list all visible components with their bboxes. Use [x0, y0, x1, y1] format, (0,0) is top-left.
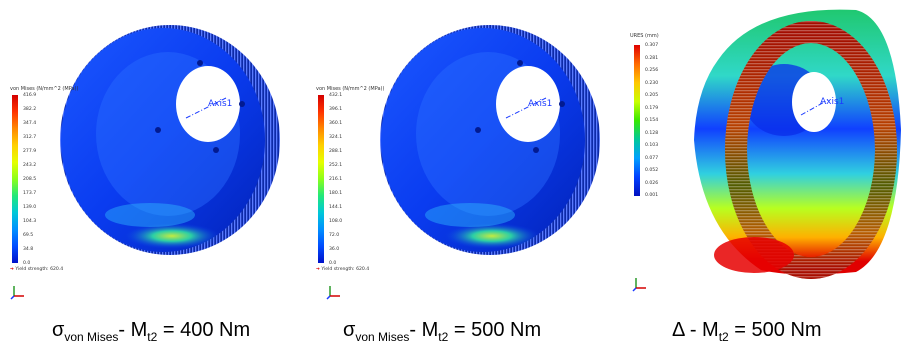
legend-tick: 173.7	[23, 191, 37, 196]
caption-symbol: σ	[343, 319, 356, 341]
legend-tick: 108.0	[329, 219, 343, 224]
caption-symbol-sub: von Mises	[64, 330, 119, 344]
yield-strength-text: Yield strength: 620.4	[321, 267, 370, 272]
legend-tick: 0.179	[645, 105, 659, 111]
legend-ticks: 432.1 396.1 360.1 324.1 288.1 252.1 216.…	[329, 93, 369, 266]
caption-value: = 500 Nm	[728, 319, 822, 341]
legend-tick: 347.4	[23, 121, 37, 126]
legend-tick: 0.230	[645, 80, 659, 86]
yield-strength: ➔ Yield strength: 620.4	[10, 267, 64, 272]
caption-variable-sub: t2	[718, 330, 729, 344]
legend-tick: 0.0	[23, 261, 31, 266]
axis-label: Axis1	[820, 97, 844, 107]
caption-separator: -	[684, 319, 703, 341]
caption-variable: M	[421, 319, 439, 341]
legend-tick: 34.8	[23, 247, 34, 252]
caption-symbol: Δ	[672, 319, 685, 341]
legend-tick: 0.154	[645, 118, 659, 123]
fea-panel-2: Axis1 von Mises (N/mm^2 (MPa)) 432.1 396…	[308, 0, 608, 300]
legend-tick: 312.7	[23, 135, 37, 140]
caption-variable-sub: t2	[147, 330, 158, 344]
legend-tick: 104.3	[23, 219, 37, 224]
axis-label: Axis1	[208, 99, 232, 109]
stress-plot-400: Axis1	[60, 25, 280, 255]
yield-strength-text: Yield strength: 620.4	[15, 267, 64, 272]
legend-tick: 0.128	[645, 130, 659, 136]
legend-tick: 139.0	[23, 205, 37, 210]
legend-tick: 0.281	[645, 55, 659, 61]
legend-ticks: 0.307 0.281 0.256 0.230 0.205 0.179 0.15…	[645, 43, 685, 198]
legend-tick: 277.9	[23, 149, 37, 154]
caption-symbol: σ	[52, 319, 65, 341]
caption-panel-1: σvon Mises- Mt2 = 400 Nm	[52, 318, 250, 349]
deflection-plot-500: Axis1	[694, 9, 901, 279]
legend-tick: 0.103	[645, 143, 659, 148]
yield-strength: ➔ Yield strength: 620.4	[316, 267, 370, 272]
stress-legend-400: von Mises (N/mm^2 (MPa)) 416.9 382.2 347…	[10, 86, 80, 286]
fea-panel-3: Axis1 URES (mm) 0.307 0.281 0.256 0.230 …	[606, 0, 906, 300]
caption-panel-3: Δ - Mt2 = 500 Nm	[672, 318, 822, 349]
caption-symbol-sub: von Mises	[355, 330, 410, 344]
legend-tick: 216.1	[329, 177, 343, 182]
caption-panel-2: σvon Mises- Mt2 = 500 Nm	[343, 318, 541, 349]
legend-tick: 288.1	[329, 149, 343, 154]
legend-tick: 72.0	[329, 233, 340, 238]
legend-tick: 396.1	[329, 107, 343, 112]
coordinate-triad-icon	[10, 286, 24, 300]
legend-tick: 0.205	[645, 93, 659, 98]
legend-tick: 180.1	[329, 191, 343, 196]
legend-tick: 144.1	[329, 205, 343, 210]
legend-tick: 0.026	[645, 180, 659, 186]
legend-title: URES (mm)	[630, 33, 659, 39]
caption-value: = 400 Nm	[157, 319, 251, 341]
coordinate-triad-icon	[632, 278, 646, 292]
caption-variable: M	[702, 319, 719, 341]
legend-tick: 360.1	[329, 121, 343, 126]
stress-plot-500: Axis1	[380, 25, 600, 255]
color-scale-bar	[318, 95, 324, 263]
legend-tick: 432.1	[329, 93, 343, 98]
legend-tick: 416.9	[23, 93, 37, 98]
legend-tick: 324.1	[329, 135, 343, 140]
legend-tick: 0.001	[645, 193, 659, 198]
caption-separator: -	[118, 319, 131, 341]
legend-tick: 252.1	[329, 163, 343, 168]
legend-tick: 69.5	[23, 233, 34, 238]
color-scale-bar	[634, 45, 640, 196]
caption-variable: M	[130, 319, 148, 341]
stress-legend-500: von Mises (N/mm^2 (MPa)) 432.1 396.1 360…	[316, 86, 386, 286]
legend-title: von Mises (N/mm^2 (MPa))	[316, 86, 385, 92]
legend-tick: 0.256	[645, 68, 659, 73]
legend-tick: 208.5	[23, 177, 37, 182]
legend-ticks: 416.9 382.2 347.4 312.7 277.9 243.2 208.…	[23, 93, 63, 266]
legend-tick: 0.307	[645, 43, 659, 48]
legend-tick: 0.0	[329, 261, 337, 266]
deflection-legend: URES (mm) 0.307 0.281 0.256 0.230 0.205 …	[630, 33, 690, 203]
legend-tick: 36.0	[329, 247, 340, 252]
legend-title: von Mises (N/mm^2 (MPa))	[10, 86, 79, 92]
fea-panel-1: Axis1 von Mises (N/mm^2 (MPa)) 416.9 382…	[0, 0, 300, 300]
axis-label: Axis1	[528, 99, 552, 109]
legend-tick: 382.2	[23, 107, 37, 112]
legend-tick: 0.077	[645, 155, 659, 161]
caption-separator: -	[409, 319, 422, 341]
caption-variable-sub: t2	[438, 330, 449, 344]
legend-tick: 0.052	[645, 168, 659, 173]
color-scale-bar	[12, 95, 18, 263]
coordinate-triad-icon	[326, 286, 340, 300]
legend-tick: 243.2	[23, 163, 37, 168]
caption-value: = 500 Nm	[448, 319, 542, 341]
